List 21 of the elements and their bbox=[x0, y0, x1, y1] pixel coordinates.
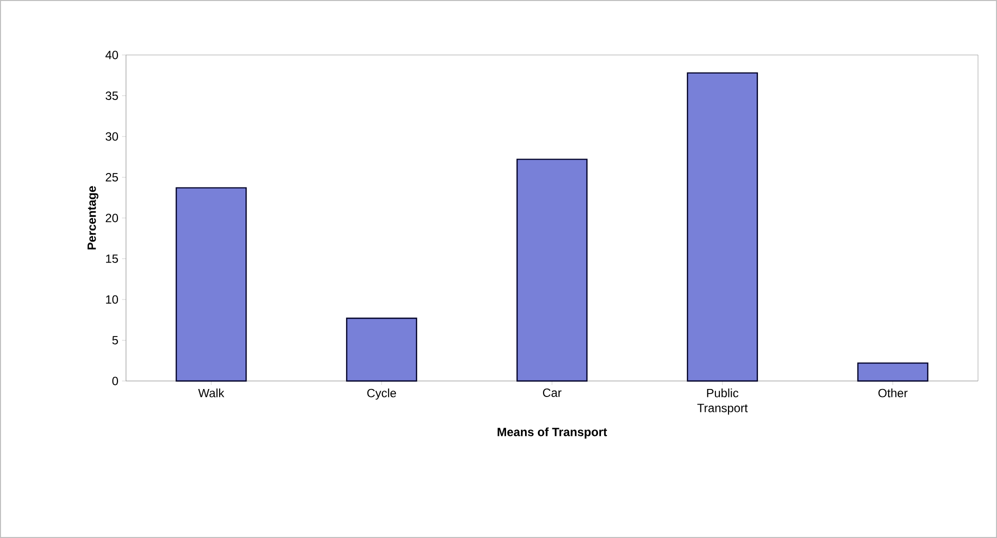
bar bbox=[176, 187, 247, 382]
y-tick-label: 20 bbox=[106, 214, 118, 222]
y-tick-label: 10 bbox=[106, 295, 118, 304]
x-tick-label: Other bbox=[878, 388, 908, 398]
x-tick-label: Cycle bbox=[367, 388, 396, 400]
y-tick-label: 40 bbox=[105, 50, 118, 60]
x-tick-label: Walk bbox=[198, 388, 224, 398]
bar bbox=[516, 158, 588, 382]
bar bbox=[857, 362, 928, 382]
x-axis-title: Means of Transport bbox=[498, 427, 607, 439]
y-tick-label: 35 bbox=[106, 92, 118, 100]
y-axis-title: Percentage bbox=[88, 186, 98, 250]
y-tick-label: 0 bbox=[112, 376, 118, 386]
y-tick-label: 30 bbox=[106, 132, 118, 141]
bar bbox=[686, 72, 758, 382]
bar bbox=[346, 318, 418, 382]
y-tick-label: 5 bbox=[112, 336, 118, 344]
y-tick-label: 15 bbox=[106, 254, 118, 263]
y-tick-label: 25 bbox=[106, 173, 118, 182]
x-tick-label: Car bbox=[542, 388, 562, 397]
x-tick-label: Public Transport bbox=[697, 388, 748, 415]
